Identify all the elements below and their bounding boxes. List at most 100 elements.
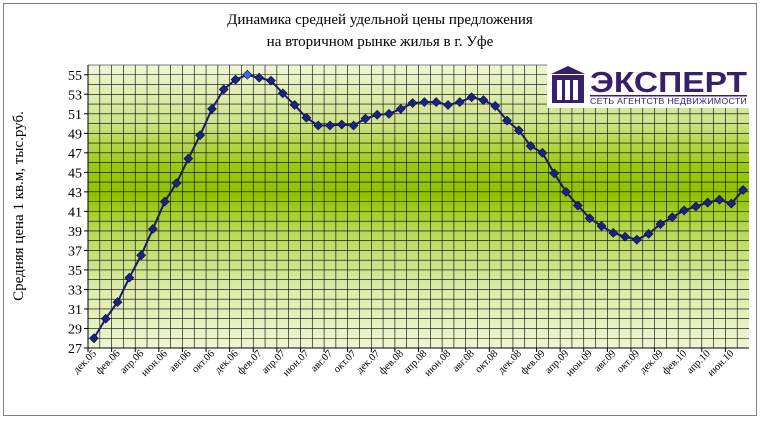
data-point <box>407 98 418 108</box>
data-point <box>466 92 477 103</box>
x-tick-label: фев.10 <box>661 348 690 377</box>
data-point <box>679 205 690 216</box>
y-tick-label: 27 <box>68 342 82 357</box>
data-point <box>242 69 253 80</box>
x-tick-label: окт.06 <box>190 348 217 375</box>
y-tick-label: 39 <box>68 225 82 240</box>
data-point <box>254 72 265 83</box>
y-tick-label: 43 <box>68 186 82 201</box>
data-point <box>266 75 276 86</box>
data-point <box>218 84 229 95</box>
data-point <box>525 141 536 151</box>
logo-name: ЭКСПЕРТ <box>590 67 747 99</box>
data-point <box>419 97 430 108</box>
data-point <box>620 231 630 242</box>
logo-house-icon <box>551 66 585 103</box>
data-point <box>147 224 158 234</box>
data-point <box>112 297 123 308</box>
series-markers <box>88 69 749 344</box>
y-tick-label: 33 <box>68 283 82 298</box>
data-point <box>537 147 548 158</box>
x-tick-label: авг.06 <box>167 348 193 374</box>
x-tick-labels: дек.05фев.06апр.06июн.06авг.06окт.06дек.… <box>71 348 736 379</box>
x-tick-label: июн.06 <box>139 348 170 379</box>
x-tick-label: фев.06 <box>94 348 123 377</box>
y-tick-labels: 27 29 31 33 35 37 39 41 43 45 47 49 51 53 55 <box>68 69 88 357</box>
data-point <box>608 227 619 238</box>
x-tick-label: июн.08 <box>423 348 454 379</box>
y-tick-label: 45 <box>68 166 82 181</box>
y-tick-label: 49 <box>68 127 82 142</box>
data-point <box>124 272 135 283</box>
data-point <box>313 120 324 131</box>
x-tick-label: авг.08 <box>451 348 477 374</box>
data-point <box>171 178 182 189</box>
x-tick-label: дек.07 <box>355 348 383 376</box>
data-point <box>372 109 383 120</box>
data-point <box>230 74 241 85</box>
x-tick-label: окт.09 <box>615 348 642 375</box>
data-point <box>631 234 642 245</box>
x-tick-label: дек.09 <box>638 348 666 376</box>
data-point <box>502 115 512 126</box>
y-tick-label: 51 <box>68 108 82 123</box>
y-tick-label: 29 <box>68 322 82 337</box>
chart-title-line-2: на вторичном рынке жилья в г. Уфе <box>267 34 494 50</box>
data-point <box>655 219 666 229</box>
y-tick-label: 41 <box>68 205 82 220</box>
data-point <box>549 168 560 179</box>
data-point <box>336 119 347 130</box>
data-point <box>384 108 394 119</box>
x-tick-label: окт.07 <box>332 348 359 375</box>
series-price <box>88 69 749 344</box>
x-tick-label: авг.07 <box>309 348 335 374</box>
data-point <box>561 186 571 197</box>
data-point <box>667 212 678 223</box>
y-tick-label: 35 <box>68 264 82 279</box>
data-point <box>726 198 737 209</box>
data-point <box>478 95 489 106</box>
data-point <box>702 197 713 208</box>
data-point <box>301 112 312 123</box>
data-point <box>325 120 335 131</box>
data-point <box>289 100 300 110</box>
data-point <box>395 103 406 114</box>
data-point <box>596 221 607 231</box>
data-point <box>431 97 442 108</box>
x-tick-label: фев.08 <box>377 348 406 377</box>
x-tick-label: фев.07 <box>236 348 265 377</box>
chart-title-line-1: Динамика средней удельной цены предложен… <box>227 12 533 28</box>
y-tick-label: 55 <box>68 69 82 84</box>
data-point <box>183 153 194 164</box>
y-tick-label: 53 <box>68 88 82 103</box>
y-tick-label: 31 <box>68 303 82 318</box>
data-point <box>207 103 217 114</box>
data-point <box>136 250 147 261</box>
y-tick-label: 37 <box>68 244 82 259</box>
data-point <box>195 130 206 141</box>
x-tick-label: окт.08 <box>473 348 500 375</box>
logo-tagline: СЕТЬ АГЕНТСТВ НЕДВИЖИМОСТИ <box>590 96 747 106</box>
data-point <box>714 194 725 205</box>
data-point <box>159 196 170 207</box>
data-point <box>277 88 288 99</box>
x-tick-label: июн.10 <box>706 348 737 379</box>
x-tick-label: авг.09 <box>592 348 618 374</box>
x-tick-label: июн.07 <box>281 348 312 379</box>
logo-underline <box>590 95 747 97</box>
data-point <box>572 200 583 211</box>
data-point <box>643 228 654 239</box>
y-tick-label: 47 <box>68 147 82 162</box>
x-tick-label: дек.08 <box>496 348 524 376</box>
data-point <box>100 313 111 324</box>
x-tick-label: дек.06 <box>213 348 241 376</box>
data-point <box>584 213 595 224</box>
data-point <box>690 201 701 212</box>
data-point <box>348 120 359 131</box>
data-point <box>490 101 501 111</box>
expert-logo: ЭКСПЕРТ СЕТЬ АГЕНТСТВ НЕДВИЖИМОСТИ <box>547 63 749 108</box>
data-point <box>360 113 371 124</box>
data-point <box>454 97 465 108</box>
x-tick-label: фев.09 <box>519 348 548 377</box>
